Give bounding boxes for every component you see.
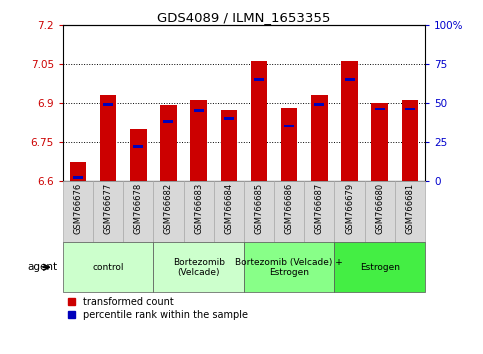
- Bar: [154, 181, 184, 242]
- Bar: [334, 181, 365, 242]
- Bar: [63, 242, 154, 292]
- Bar: [194, 109, 204, 112]
- Bar: [190, 100, 207, 181]
- Bar: [224, 117, 234, 120]
- Bar: [371, 103, 388, 181]
- Text: GSM766684: GSM766684: [224, 182, 233, 234]
- Text: Bortezomib (Velcade) +
Estrogen: Bortezomib (Velcade) + Estrogen: [235, 258, 343, 277]
- Bar: [244, 242, 334, 292]
- Bar: [334, 242, 425, 292]
- Bar: [254, 78, 264, 81]
- Text: GSM766678: GSM766678: [134, 182, 143, 234]
- Text: Estrogen: Estrogen: [360, 263, 400, 272]
- Bar: [103, 103, 113, 105]
- Bar: [402, 100, 418, 181]
- Title: GDS4089 / ILMN_1653355: GDS4089 / ILMN_1653355: [157, 11, 330, 24]
- Bar: [123, 181, 154, 242]
- Bar: [93, 181, 123, 242]
- Bar: [341, 61, 358, 181]
- Text: Bortezomib
(Velcade): Bortezomib (Velcade): [172, 258, 225, 277]
- Bar: [405, 108, 415, 110]
- Bar: [244, 181, 274, 242]
- Legend: transformed count, percentile rank within the sample: transformed count, percentile rank withi…: [68, 297, 248, 320]
- Text: GSM766681: GSM766681: [405, 182, 414, 234]
- Bar: [73, 176, 83, 179]
- Bar: [133, 145, 143, 148]
- Bar: [70, 162, 86, 181]
- Text: control: control: [92, 263, 124, 272]
- Bar: [314, 103, 325, 105]
- Bar: [100, 95, 116, 181]
- Bar: [284, 125, 294, 127]
- Text: GSM766677: GSM766677: [103, 182, 113, 234]
- Text: GSM766676: GSM766676: [73, 182, 83, 234]
- Text: GSM766687: GSM766687: [315, 182, 324, 234]
- Bar: [395, 181, 425, 242]
- Text: GSM766679: GSM766679: [345, 182, 354, 234]
- Text: GSM766682: GSM766682: [164, 182, 173, 234]
- Bar: [274, 181, 304, 242]
- Bar: [304, 181, 334, 242]
- Text: GSM766680: GSM766680: [375, 182, 384, 234]
- Bar: [184, 181, 213, 242]
- Bar: [365, 181, 395, 242]
- Bar: [160, 105, 177, 181]
- Bar: [375, 108, 385, 110]
- Bar: [281, 108, 298, 181]
- Bar: [130, 129, 146, 181]
- Text: GSM766685: GSM766685: [255, 182, 264, 234]
- Bar: [251, 61, 267, 181]
- Text: GSM766686: GSM766686: [284, 182, 294, 234]
- Bar: [221, 110, 237, 181]
- Bar: [154, 242, 244, 292]
- Bar: [311, 95, 327, 181]
- Bar: [344, 78, 355, 81]
- Bar: [163, 120, 173, 122]
- Text: agent: agent: [28, 262, 58, 272]
- Bar: [63, 181, 93, 242]
- Bar: [213, 181, 244, 242]
- Text: GSM766683: GSM766683: [194, 182, 203, 234]
